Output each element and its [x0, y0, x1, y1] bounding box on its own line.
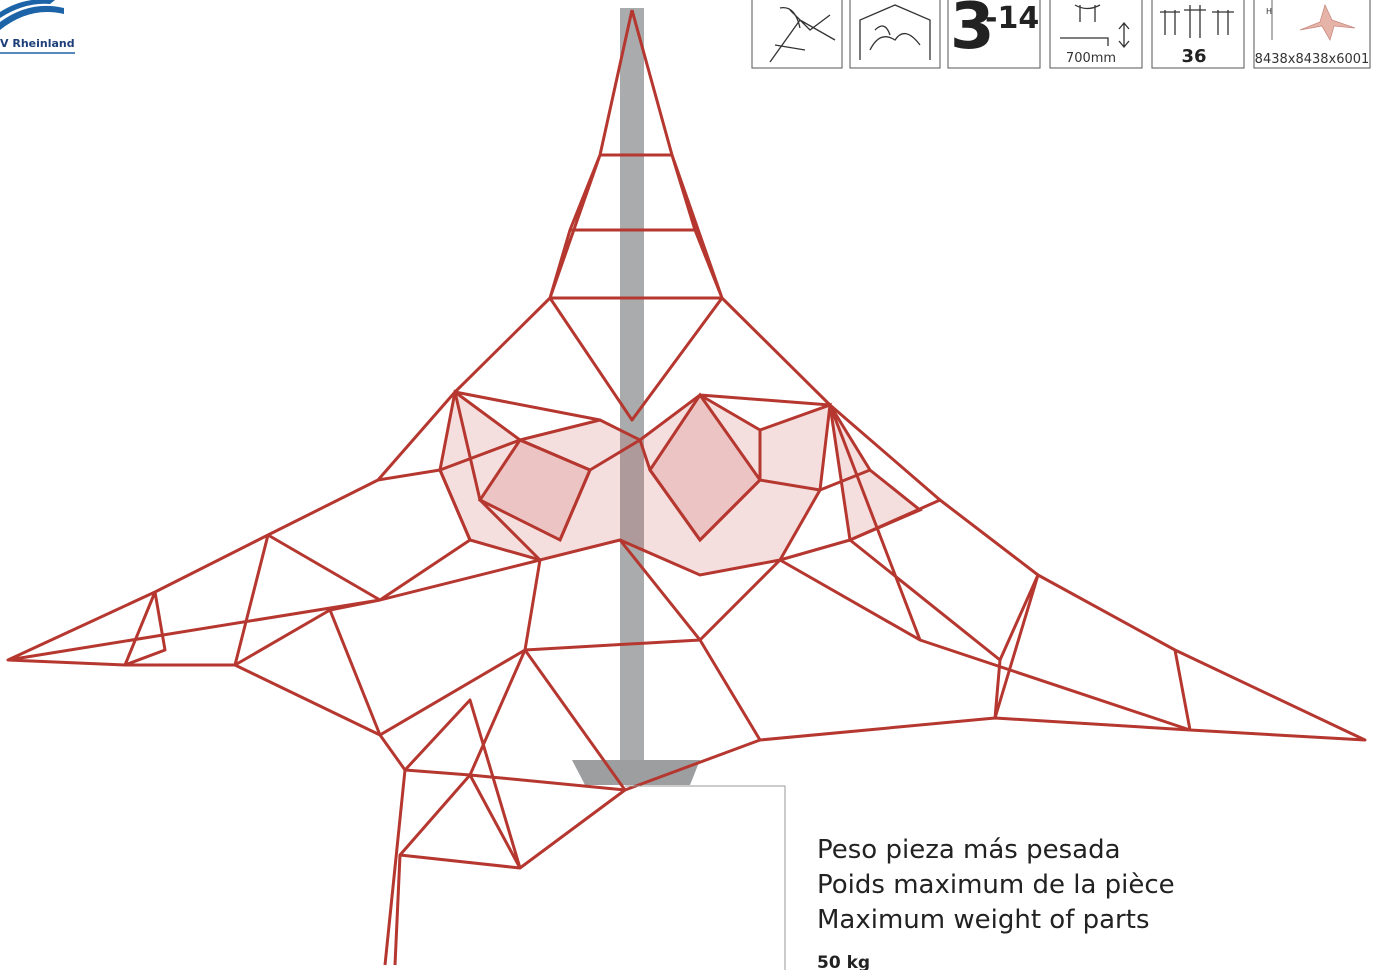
icon-climb [752, 0, 842, 68]
users: 36 [1181, 46, 1206, 67]
weight-value: 50 kg [817, 953, 870, 970]
age-to: -14 [985, 1, 1039, 36]
icon-play [850, 0, 940, 68]
logo-text: V Rheinland [0, 37, 75, 50]
rope-pyramid [8, 8, 1365, 965]
weight-info: Peso pieza más pesada Poids maximum de l… [817, 835, 1175, 970]
icon-row: 3 -14 700mm 36 H 8438x8438x6001 [752, 0, 1370, 68]
page: V Rheinland 3 -14 700mm 36 H 8438x8438x6… [0, 0, 1376, 970]
dimension-axis: H [1266, 7, 1272, 16]
weight-label: Maximum weight of parts [817, 905, 1150, 935]
weight-label: Poids maximum de la pièce [817, 870, 1175, 900]
pole [620, 8, 644, 768]
base-plate [572, 760, 700, 785]
fall-height: 700mm [1066, 51, 1116, 66]
weight-label: Peso pieza más pesada [817, 835, 1121, 865]
dimensions: 8438x8438x6001 [1255, 52, 1370, 67]
logo: V Rheinland [0, 0, 75, 53]
leader-line [625, 786, 785, 970]
